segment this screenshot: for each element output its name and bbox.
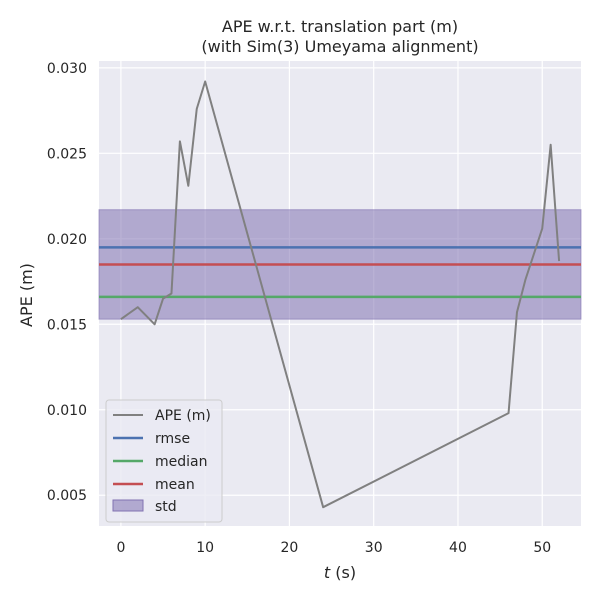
y-tick-label: 0.010 [47, 403, 87, 419]
legend-ape-label: APE (m) [155, 408, 211, 424]
legend-rmse-label: rmse [155, 431, 190, 447]
y-tick-label: 0.025 [47, 146, 87, 162]
x-ticks: 0 10 20 30 40 50 [116, 540, 551, 556]
y-axis-label: APE (m) [17, 263, 36, 327]
x-tick-label: 10 [196, 540, 214, 556]
x-axis-label: t (s) [324, 563, 356, 582]
chart-subtitle: (with Sim(3) Umeyama alignment) [201, 37, 478, 56]
stat-lines [99, 246, 581, 299]
legend-frame [105, 399, 223, 523]
legend-mean-label: mean [155, 477, 195, 493]
x-tick-label: 40 [449, 540, 467, 556]
ape-series-line [120, 80, 561, 509]
x-tick-label: 50 [533, 540, 551, 556]
x-tick-label: 0 [116, 540, 125, 556]
x-axis-label-symbol: t [324, 563, 331, 582]
y-tick-label: 0.030 [47, 61, 87, 77]
series-layer [120, 80, 561, 509]
legend-std-label: std [155, 499, 177, 515]
y-tick-label: 0.005 [47, 488, 87, 504]
x-axis-label-unit: (s) [330, 563, 356, 582]
chart-title: APE w.r.t. translation part (m) [222, 17, 458, 36]
grid [99, 61, 581, 526]
x-tick-label: 20 [281, 540, 299, 556]
legend: APE (m) rmse median mean std [105, 399, 223, 523]
legend-std-swatch [112, 499, 144, 512]
y-tick-label: 0.015 [47, 317, 87, 333]
legend-median-label: median [155, 454, 207, 470]
y-ticks: 0.005 0.010 0.015 0.020 0.025 0.030 [47, 61, 87, 504]
x-tick-label: 30 [365, 540, 383, 556]
y-tick-label: 0.020 [47, 232, 87, 248]
